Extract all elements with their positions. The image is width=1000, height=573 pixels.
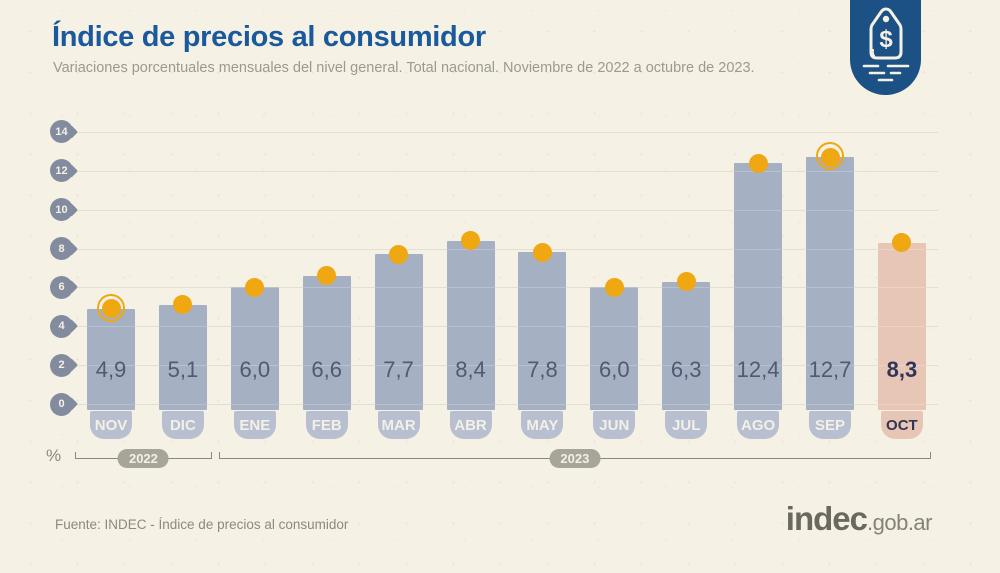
gridline — [75, 209, 938, 211]
page-subtitle: Variaciones porcentuales mensuales del n… — [53, 60, 755, 76]
data-dot-mar — [389, 244, 409, 264]
gridline — [75, 170, 938, 172]
gridline — [75, 326, 938, 328]
data-dot-ene — [245, 277, 265, 297]
gridline — [75, 131, 938, 133]
data-dot-jun — [604, 277, 624, 297]
data-dot-ago — [748, 153, 768, 173]
bar-value-oct: 8,3 — [886, 357, 918, 382]
gridline-overlay — [75, 209, 938, 211]
bar-oct — [877, 242, 926, 410]
bar-mar — [374, 254, 423, 410]
source-text: Fuente: INDEC - Índice de precios al con… — [55, 517, 349, 532]
bar-ago — [734, 163, 783, 410]
data-dot-jul — [676, 272, 696, 292]
bar-nov — [87, 308, 135, 410]
y-axis-tick-pin: 4 — [50, 314, 73, 338]
year-pill-2023: 2023 — [549, 449, 601, 468]
gridline-overlay — [75, 248, 938, 250]
data-dot-ring-sep — [816, 142, 844, 171]
gridline-overlay — [75, 365, 938, 367]
gridline-overlay — [75, 404, 938, 405]
gridline-overlay — [75, 287, 938, 289]
indec-logo: indec .gob.ar — [785, 500, 933, 538]
data-dot-abr — [461, 231, 480, 251]
gridline — [75, 365, 938, 367]
gridline — [75, 404, 938, 405]
year-pill-2022: 2022 — [117, 449, 169, 468]
month-label-ene: ENE — [233, 411, 276, 439]
bar-value-ene: 6,0 — [239, 357, 271, 382]
month-label-mar: MAR — [377, 411, 420, 439]
y-axis-tick-pin: 0 — [50, 392, 73, 416]
bar-value-sep: 12,7 — [808, 357, 852, 382]
svg-text:$: $ — [879, 26, 893, 53]
y-axis-tick-pin: 12 — [50, 159, 73, 183]
bar-value-abr: 8,4 — [455, 357, 486, 382]
gridline-overlay — [75, 131, 938, 133]
data-dot-dic — [173, 295, 193, 315]
logo-main-text: indec — [785, 500, 868, 537]
bar-feb — [302, 275, 351, 410]
bar-may — [518, 252, 567, 410]
bar-value-feb: 6,6 — [311, 357, 342, 382]
month-label-jun: JUN — [593, 411, 636, 439]
bar-value-nov: 4,9 — [95, 357, 127, 382]
bar-value-may: 7,8 — [527, 357, 558, 382]
bar-value-jul: 6,3 — [670, 357, 702, 382]
bar-value-dic: 5,1 — [167, 357, 199, 382]
month-label-oct: OCT — [880, 411, 923, 439]
month-label-may: MAY — [521, 411, 564, 439]
bar-jul — [662, 281, 711, 410]
month-label-ago: AGO — [737, 411, 780, 439]
gridline — [75, 287, 938, 289]
y-axis-tick-pin: 10 — [50, 198, 73, 222]
bar-jun — [590, 287, 639, 410]
gridline-overlay — [75, 326, 938, 328]
percent-axis-label: % — [46, 446, 62, 465]
data-dot-oct — [892, 233, 912, 253]
month-label-abr: ABR — [449, 411, 492, 439]
y-axis-tick-pin: 8 — [50, 237, 73, 261]
month-label-dic: DIC — [161, 411, 204, 439]
month-label-feb: FEB — [305, 411, 348, 439]
data-dot-may — [532, 242, 552, 262]
month-label-jul: JUL — [665, 411, 708, 439]
bar-value-mar: 7,7 — [383, 357, 414, 382]
bar-value-jun: 6,0 — [599, 357, 630, 382]
logo-suffix-text: .gob.ar — [867, 510, 933, 535]
bar-abr — [446, 240, 495, 410]
page-title: Índice de precios al consumidor — [52, 21, 486, 53]
y-axis-tick-pin: 2 — [50, 353, 73, 377]
month-label-sep: SEP — [809, 411, 851, 439]
data-dot-ring-nov — [97, 293, 125, 322]
bar-ene — [230, 287, 279, 410]
bar-value-ago: 12,4 — [736, 357, 780, 382]
bar-sep — [806, 157, 854, 410]
bar-dic — [158, 304, 207, 410]
price-tag-icon: $ — [850, 0, 921, 95]
data-dot-feb — [317, 266, 337, 286]
month-label-nov: NOV — [90, 411, 132, 439]
y-axis-tick-pin: 6 — [50, 275, 73, 299]
gridline-overlay — [75, 170, 938, 172]
gridline — [75, 248, 938, 250]
y-axis-tick-pin: 14 — [50, 120, 73, 144]
